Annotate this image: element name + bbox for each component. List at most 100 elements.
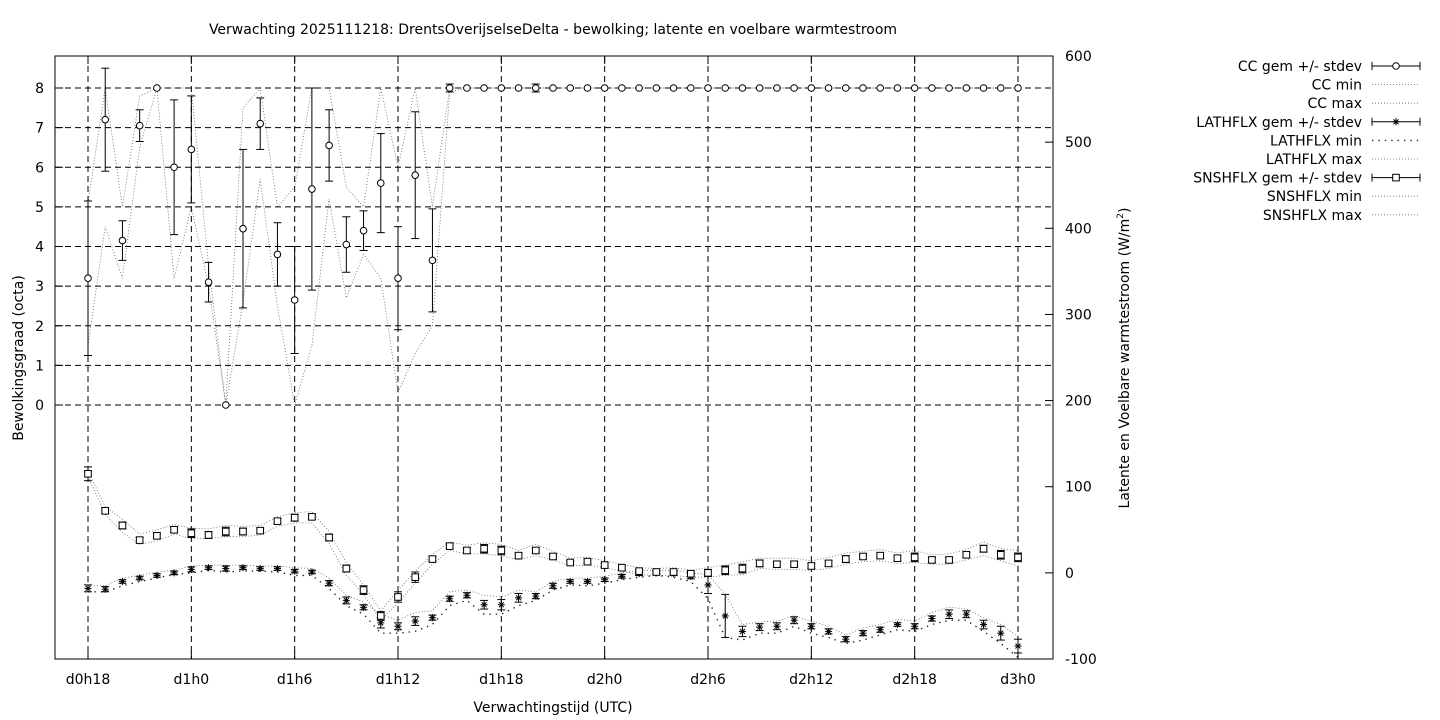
snsh-point	[463, 546, 471, 555]
cc-point	[376, 179, 385, 187]
y-right-tick-label: 600	[1065, 49, 1092, 65]
snsh-max-line	[87, 471, 1019, 612]
snsh-point	[411, 573, 420, 581]
lath-point	[945, 610, 953, 618]
cc-point	[583, 84, 592, 92]
snsh-point	[135, 536, 144, 544]
lath-point	[515, 594, 523, 602]
legend-label: CC min	[1312, 78, 1362, 94]
cc-point	[342, 240, 351, 249]
lath-point	[377, 619, 385, 627]
y-left-tick-labels: 0 1 2 3 4 5 6 7 8	[35, 81, 44, 414]
cc-point	[928, 84, 936, 92]
lath-point-stroke	[739, 628, 746, 635]
lath-point	[480, 601, 488, 609]
lath-point-stroke	[756, 624, 763, 630]
y-left-tick-label: 2	[35, 319, 44, 335]
cc-point	[652, 84, 661, 92]
cc-point	[273, 250, 282, 259]
axis-ticks	[55, 55, 1053, 660]
lath-point-stroke	[584, 578, 591, 585]
lath-point-stroke	[412, 618, 419, 624]
lath-point	[222, 565, 230, 573]
lath-point-stroke	[515, 595, 522, 601]
legend-swatch-marker-stroke	[1393, 118, 1399, 125]
snsh-point	[170, 525, 178, 534]
lath-point-stroke	[257, 565, 264, 572]
y-right-tick-labels: -100 0 100 200 300 400 500 600	[1065, 49, 1097, 668]
snsh-point	[893, 554, 902, 563]
lath-point-stroke	[343, 597, 350, 604]
y-right-axis-label-sup: 2	[1116, 213, 1126, 219]
lath-point	[997, 629, 1005, 637]
lath-point	[549, 582, 557, 590]
lath-point	[360, 603, 368, 611]
cc-point	[876, 84, 885, 92]
lath-point	[756, 623, 764, 631]
cc-point	[239, 224, 247, 233]
chart-title: Verwachting 2025111218: DrentsOverijsels…	[209, 22, 897, 38]
lath-point-stroke	[894, 621, 901, 628]
lath-point-stroke	[395, 623, 401, 630]
lath-point-stroke	[774, 623, 780, 630]
lath-point	[411, 617, 419, 625]
cc-point	[359, 226, 368, 235]
snsh-point	[652, 568, 661, 576]
lath-point	[136, 574, 144, 582]
x-axis-label: Verwachtingstijd (UTC)	[473, 700, 632, 716]
cc-point	[669, 84, 678, 92]
cc-point	[290, 296, 299, 304]
cc-point	[600, 84, 609, 92]
lath-point-stroke	[567, 578, 574, 585]
series-markers	[84, 84, 1022, 650]
lath-point	[566, 577, 574, 585]
lath-point-stroke	[877, 626, 884, 633]
lath-point	[601, 576, 609, 584]
lath-point	[101, 585, 109, 593]
cc-point	[755, 84, 764, 92]
cc-point	[325, 141, 333, 150]
lath-point	[928, 615, 936, 623]
lath-point	[583, 577, 591, 585]
snsh-point	[514, 551, 523, 560]
lath-point-stroke	[136, 575, 143, 581]
lath-point-stroke	[222, 565, 229, 572]
y-right-axis-label-text: Latente en Voelbare warmtestroom (W/m	[1117, 219, 1133, 509]
lath-point-stroke	[446, 595, 453, 602]
y-right-tick-label: 200	[1065, 394, 1092, 410]
y-left-tick-label: 7	[35, 121, 44, 137]
lath-point-stroke	[929, 615, 935, 622]
lath-point	[428, 614, 436, 622]
lath-point-stroke	[619, 573, 625, 580]
y-left-tick-label: 6	[35, 160, 44, 176]
snsh-point	[445, 542, 454, 550]
lath-point-stroke	[842, 636, 849, 642]
series-min-max-lines	[87, 87, 1019, 658]
snsh-point	[187, 529, 196, 538]
cc-point	[153, 84, 161, 92]
cc-point	[893, 84, 902, 92]
legend-swatch-marker	[1392, 62, 1400, 70]
snsh-point	[807, 562, 816, 570]
series-error-bars	[84, 67, 1022, 654]
lath-point	[876, 626, 884, 634]
lath-point-stroke	[377, 620, 384, 626]
lath-point	[291, 567, 299, 575]
cc-point	[859, 84, 867, 92]
lath-point	[859, 629, 867, 637]
cc-point	[514, 84, 523, 92]
cc-point	[807, 84, 816, 92]
lath-point	[773, 622, 781, 630]
snsh-point	[1014, 553, 1022, 562]
snsh-point	[618, 563, 626, 572]
y-right-tick-label: 300	[1065, 307, 1092, 323]
lath-point-stroke	[119, 578, 126, 585]
snsh-point	[669, 568, 678, 576]
legend-swatch-marker	[1392, 118, 1400, 126]
snsh-point	[755, 559, 764, 568]
cc-point	[221, 401, 230, 409]
lath-point	[342, 596, 350, 604]
lath-point-stroke	[188, 566, 195, 573]
legend-label: CC gem +/- stdev	[1238, 59, 1362, 75]
lath-point-stroke	[825, 628, 832, 635]
